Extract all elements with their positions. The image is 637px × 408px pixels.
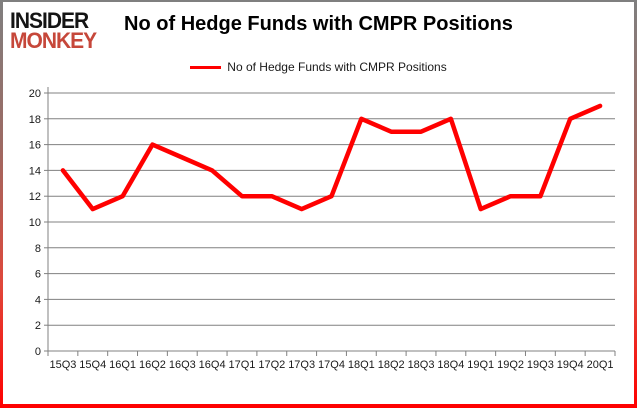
y-axis-label: 8 [35,243,41,255]
x-axis-label: 15Q4 [79,359,106,371]
legend-label: No of Hedge Funds with CMPR Positions [227,60,447,74]
x-axis-label: 16Q2 [139,359,166,371]
x-axis-label: 16Q4 [199,359,226,371]
legend: No of Hedge Funds with CMPR Positions [0,60,637,74]
x-axis-label: 15Q3 [49,359,76,371]
y-axis-label: 20 [29,88,41,100]
logo-word-insider: INSIDER [10,8,89,34]
x-axis-label: 17Q3 [288,359,315,371]
y-axis-label: 16 [29,140,41,152]
legend-marker-line [190,65,222,69]
x-axis-label: 19Q1 [467,359,494,371]
x-axis-label: 16Q1 [109,359,136,371]
x-axis-label: 19Q4 [557,359,584,371]
x-axis-label: 18Q1 [348,359,375,371]
y-axis-label: 4 [35,294,41,306]
logo-word-monkey: MONKEY [10,28,97,54]
y-axis-label: 2 [35,320,41,332]
y-axis-label: 10 [29,217,41,229]
insider-monkey-logo: INSIDER MONKEY [10,8,97,54]
x-axis-label: 16Q3 [169,359,196,371]
x-axis-label: 18Q2 [378,359,405,371]
chart-title: No of Hedge Funds with CMPR Positions [124,13,513,35]
y-axis-label: 14 [29,165,41,177]
y-axis-label: 18 [29,114,41,126]
x-axis-label: 18Q4 [437,359,464,371]
x-axis-label: 18Q3 [408,359,435,371]
x-axis-label: 20Q1 [587,359,614,371]
data-series-line [60,103,603,212]
x-axis-label: 17Q1 [229,359,256,371]
y-axis-label: 0 [35,346,41,358]
y-axis-label: 6 [35,269,41,281]
x-axis-label: 19Q3 [527,359,554,371]
x-axis-label: 17Q4 [318,359,345,371]
y-axis-label: 12 [29,191,41,203]
x-axis-label: 19Q2 [497,359,524,371]
x-axis-label: 17Q2 [258,359,285,371]
